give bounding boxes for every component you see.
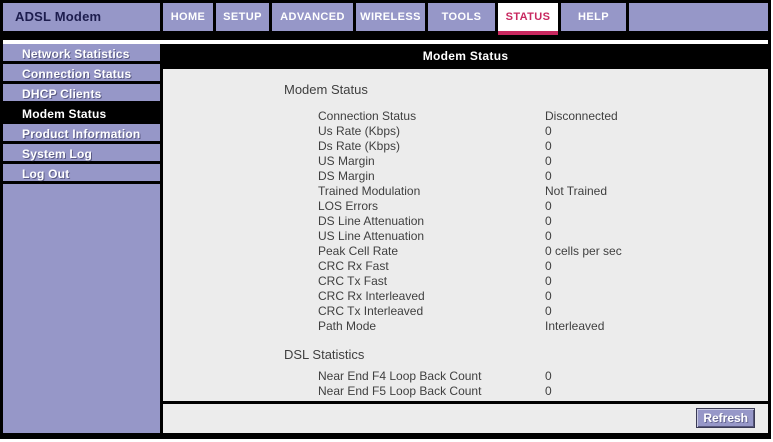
sidebar-item-system-log[interactable]: System Log <box>3 144 160 164</box>
status-value: 0 <box>545 384 552 398</box>
modem-status-list: Connection Status Disconnected Us Rate (… <box>318 109 768 334</box>
status-value: 0 <box>545 274 552 288</box>
content-footer: Refresh <box>163 404 768 433</box>
status-label: DS Margin <box>318 169 375 183</box>
status-row: Near End F4 Loop Back Count 0 <box>318 369 768 384</box>
nav-tab-setup[interactable]: SETUP <box>216 3 269 31</box>
status-value: 0 <box>545 139 552 153</box>
status-value: 0 <box>545 154 552 168</box>
sidebar-divider <box>160 44 163 433</box>
status-value: 0 <box>545 229 552 243</box>
nav-tab-home[interactable]: HOME <box>163 3 213 31</box>
app-title: ADSL Modem <box>3 3 160 31</box>
status-row: CRC Rx Interleaved 0 <box>318 289 768 304</box>
page-title-bar: Modem Status <box>163 44 768 69</box>
status-row: Ds Rate (Kbps) 0 <box>318 139 768 154</box>
status-label: CRC Tx Interleaved <box>318 304 424 318</box>
status-row: Near End F5 Loop Back Count 0 <box>318 384 768 399</box>
content-body: Modem Status Connection Status Disconnec… <box>163 69 768 404</box>
nav-filler <box>629 3 768 31</box>
status-row: CRC Rx Fast 0 <box>318 259 768 274</box>
status-value: 0 <box>545 124 552 138</box>
status-label: Connection Status <box>318 109 417 123</box>
status-row: Path Mode Interleaved <box>318 319 768 334</box>
nav-tab-wireless[interactable]: WIRELESS <box>356 3 425 31</box>
status-row: CRC Tx Fast 0 <box>318 274 768 289</box>
status-label: Us Rate (Kbps) <box>318 124 401 138</box>
status-label: Near End F5 Loop Back Count <box>318 384 482 398</box>
status-row: LOS Errors 0 <box>318 199 768 214</box>
status-label: Ds Rate (Kbps) <box>318 139 401 153</box>
status-row: Connection Status Disconnected <box>318 109 768 124</box>
sidebar-item-product-information[interactable]: Product Information <box>3 124 160 144</box>
status-label: Peak Cell Rate <box>318 244 399 258</box>
status-value: Disconnected <box>545 109 618 123</box>
status-label: US Margin <box>318 154 375 168</box>
dsl-statistics-list: Near End F4 Loop Back Count 0 Near End F… <box>318 369 768 399</box>
status-value: 0 <box>545 289 552 303</box>
status-label: CRC Tx Fast <box>318 274 388 288</box>
sidebar: Network Statistics Connection Status DHC… <box>3 44 160 433</box>
sidebar-item-connection-status[interactable]: Connection Status <box>3 64 160 84</box>
status-row: Trained Modulation Not Trained <box>318 184 768 199</box>
status-label: CRC Rx Fast <box>318 259 389 273</box>
sidebar-item-dhcp-clients[interactable]: DHCP Clients <box>3 84 160 104</box>
status-label: DS Line Attenuation <box>318 214 425 228</box>
status-row: CRC Tx Interleaved 0 <box>318 304 768 319</box>
spacer-strip <box>3 40 768 44</box>
nav-tab-tools[interactable]: TOOLS <box>428 3 495 31</box>
main-panel: Modem Status Modem Status Connection Sta… <box>163 44 768 433</box>
nav-bottom-strip <box>3 31 768 40</box>
status-row: Peak Cell Rate 0 cells per sec <box>318 244 768 259</box>
status-row: Us Rate (Kbps) 0 <box>318 124 768 139</box>
status-value: 0 <box>545 199 552 213</box>
refresh-button[interactable]: Refresh <box>696 408 755 428</box>
status-value: Not Trained <box>545 184 608 198</box>
top-navigation-bar: ADSL Modem HOME SETUP ADVANCED WIRELESS … <box>3 3 768 35</box>
status-value: 0 <box>545 169 552 183</box>
sidebar-item-modem-status[interactable]: Modem Status <box>3 104 160 124</box>
status-value: Interleaved <box>545 319 605 333</box>
nav-tab-advanced[interactable]: ADVANCED <box>272 3 353 31</box>
status-label: LOS Errors <box>318 199 379 213</box>
status-value: 0 <box>545 214 552 228</box>
status-row: US Margin 0 <box>318 154 768 169</box>
status-row: US Line Attenuation 0 <box>318 229 768 244</box>
status-value: 0 <box>545 259 552 273</box>
status-label: US Line Attenuation <box>318 229 425 243</box>
status-value: 0 <box>545 369 552 383</box>
sidebar-item-network-statistics[interactable]: Network Statistics <box>3 44 160 64</box>
section-heading-dsl-statistics: DSL Statistics <box>284 347 365 362</box>
body-row: Network Statistics Connection Status DHC… <box>3 44 768 433</box>
nav-tab-status[interactable]: STATUS <box>498 3 558 35</box>
status-label: Trained Modulation <box>318 184 421 198</box>
section-heading-modem-status: Modem Status <box>284 82 368 97</box>
status-row: DS Line Attenuation 0 <box>318 214 768 229</box>
status-row: DS Margin 0 <box>318 169 768 184</box>
sidebar-item-log-out[interactable]: Log Out <box>3 164 160 184</box>
status-label: CRC Rx Interleaved <box>318 289 425 303</box>
status-value: 0 cells per sec <box>545 244 622 258</box>
status-label: Near End F4 Loop Back Count <box>318 369 482 383</box>
status-label: Path Mode <box>318 319 377 333</box>
status-value: 0 <box>545 304 552 318</box>
nav-tab-help[interactable]: HELP <box>561 3 626 31</box>
